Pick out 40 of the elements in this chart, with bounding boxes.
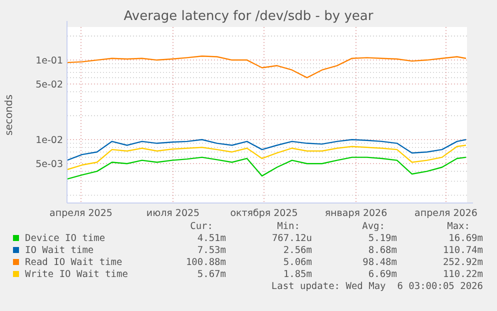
text: 2.56m [283,245,312,256]
x-tick-label: октября 2025 [230,208,298,219]
legend-label: Write IO Wait time [25,269,128,280]
text: 110.74m [442,245,484,256]
text: 4.51m [197,233,226,244]
text: Min: [277,221,300,232]
x-tick-label: апреля 2026 [414,208,478,219]
text: 767.12u [272,233,312,244]
legend-label: IO Wait time [25,245,94,256]
chart-title: Average latency for /dev/sdb - by year [124,9,374,24]
x-tick-label: января 2026 [324,208,388,219]
text: Cur: [190,221,213,232]
y-tick-label: 5e-02 [36,79,63,90]
y-tick-label: 1e-02 [36,134,63,146]
text: 5.19m [368,233,398,244]
line-series [66,56,467,78]
text: Max: [447,221,470,232]
text: 110.22m [442,269,484,280]
text: Last update: Wed May 6 03:00:05 2026 [271,281,484,292]
line-series [66,139,467,161]
legend-label: Read IO Wait time [25,257,123,268]
text: 16.69m [448,233,484,244]
y-tick-label: 5e-03 [36,158,63,170]
text: 252.92m [442,257,484,268]
text: 5.67m [197,269,226,280]
legend-label: Device IO time [25,233,106,244]
text: 98.48m [362,257,398,268]
text: 100.88m [186,257,226,268]
line-series [66,156,467,180]
text: Avg: [362,221,385,232]
text: 6.69m [368,269,398,280]
text: 8.68m [368,245,398,256]
text: 7.53m [197,245,226,256]
text: 5.06m [283,257,312,268]
x-tick-label: апреля 2025 [50,208,112,219]
x-tick-label: июля 2025 [146,208,200,219]
y-tick-label: 1e-01 [36,55,63,66]
y-axis-title: seconds [4,94,15,136]
text: 1.85m [283,269,312,280]
line-series [66,144,467,170]
